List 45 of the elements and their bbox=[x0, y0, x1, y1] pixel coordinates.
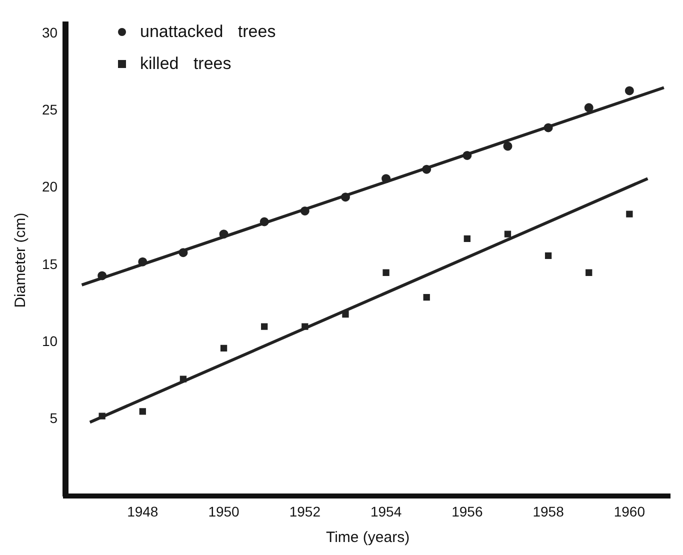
point bbox=[544, 123, 553, 132]
point bbox=[178, 248, 188, 258]
x-tick-label: 1958 bbox=[532, 503, 564, 520]
point bbox=[503, 142, 512, 151]
point bbox=[626, 210, 633, 218]
x-tick-label: 1960 bbox=[614, 503, 646, 520]
y-tick-label: 25 bbox=[42, 102, 58, 118]
y-axis-title: Diameter (cm) bbox=[12, 212, 30, 308]
y-tick-label: 15 bbox=[42, 256, 58, 272]
point bbox=[624, 86, 634, 96]
point bbox=[340, 192, 350, 202]
point bbox=[300, 206, 310, 216]
point bbox=[260, 217, 269, 226]
x-tick-label: 1952 bbox=[289, 503, 321, 520]
legend-label: unattacked trees bbox=[140, 22, 276, 42]
y-tick-label: 20 bbox=[42, 178, 58, 195]
point bbox=[219, 230, 228, 239]
point bbox=[139, 408, 146, 415]
point bbox=[302, 323, 308, 330]
point bbox=[423, 294, 430, 301]
y-tick-label: 30 bbox=[42, 24, 58, 41]
point bbox=[98, 271, 107, 280]
x-tick-label: 1948 bbox=[127, 503, 158, 520]
point bbox=[586, 269, 592, 276]
point bbox=[584, 103, 594, 112]
legend-label: killed trees bbox=[140, 54, 232, 74]
point bbox=[180, 376, 187, 382]
point bbox=[422, 164, 432, 174]
x-tick-label: 1950 bbox=[208, 503, 240, 520]
point bbox=[544, 252, 552, 260]
x-tick-label: 1956 bbox=[452, 503, 483, 520]
point bbox=[504, 230, 512, 238]
x-tick-label: 1954 bbox=[370, 503, 402, 520]
point bbox=[382, 174, 391, 184]
y-tick-label: 10 bbox=[42, 332, 58, 349]
point bbox=[220, 344, 228, 352]
point bbox=[261, 323, 268, 330]
point bbox=[464, 235, 470, 242]
y-tick-label: 5 bbox=[50, 410, 58, 426]
point bbox=[382, 269, 390, 276]
point bbox=[462, 150, 472, 160]
point bbox=[138, 257, 148, 266]
x-axis-title: Time (years) bbox=[326, 529, 410, 546]
point bbox=[342, 310, 349, 318]
point bbox=[98, 412, 106, 420]
